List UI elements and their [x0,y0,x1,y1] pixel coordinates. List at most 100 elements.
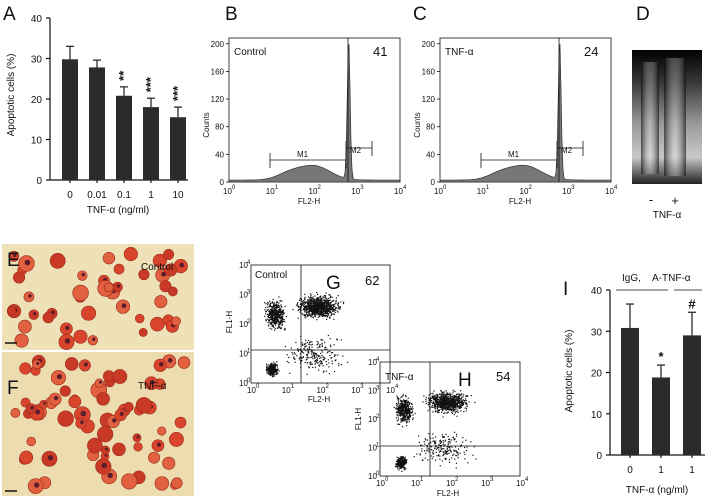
scatter-dot [310,299,312,301]
scatter-dot [457,411,459,413]
scatter-dot [309,296,312,298]
scatter-dot [305,359,307,361]
scatter-dot [466,395,468,397]
scatter-dot [330,352,332,354]
panel-h-frame [379,361,521,477]
cell [168,432,184,447]
bar [143,107,159,180]
scatter-dot [274,307,276,310]
scatter-dot [447,408,449,411]
scatter-dot [441,396,443,399]
scatter-dot [448,438,451,440]
scatter-dot [446,406,449,408]
scatter-dot [401,418,403,420]
scatter-dot [465,410,467,412]
scatter-dot [439,455,441,457]
scatter-dot [324,348,326,350]
scatter-dot [337,295,339,297]
scatter-dot [427,404,429,406]
scatter-dot [274,304,277,306]
scatter-dot [400,418,402,420]
cell [42,312,54,324]
scatter-dot [428,399,430,402]
scatter-dot [304,307,306,309]
scatter-dot [275,308,277,310]
scatter-dot [280,327,282,329]
panel-h-title: TNF-α [385,372,414,383]
gel-lane-minus [641,62,659,174]
cell-nucleus [24,259,31,266]
scatter-dot [276,301,278,303]
scatter-dot [449,401,451,404]
scatter-dot [432,451,434,453]
scatter-dot [442,396,444,398]
scatter-dot [296,304,298,306]
scatter-dot [450,405,452,407]
scatter-dot [299,299,301,301]
scatter-dot [312,302,315,304]
scatter-dot [306,311,308,313]
scatter-dot [269,364,271,366]
scatter-dot [310,303,313,305]
scatter-dot [441,404,443,406]
scatter-dot [265,365,268,367]
scatter-dot [326,305,329,307]
scatter-dot [270,364,272,366]
scatter-dot [462,403,465,405]
scatter-dot [275,364,277,366]
scatter-dot [316,299,318,301]
scatter-dot [319,301,321,304]
scatter-dot [313,355,315,357]
scatter-dot [440,408,442,410]
scatter-dot [282,318,284,320]
scatter-dot [324,308,326,310]
scatter-dot [422,401,424,403]
scatter-dot [327,359,329,361]
scatter-dot [335,309,337,311]
scatter-dot [339,306,341,309]
panel-b-xticks: 10 0 10 1 10 2 10 3 10 4 [223,185,407,196]
scatter-dot [400,403,402,405]
scatter-dot [266,369,269,371]
scatter-dot [275,304,278,306]
scatter-dot [449,407,452,409]
cell [138,328,148,337]
scatter-dot [318,297,320,299]
scatter-dot [410,403,413,405]
scatter-dot [340,301,342,303]
scatter-dot [269,327,271,329]
scatter-dot [456,433,458,435]
scatter-dot [315,305,317,307]
scatter-dot [277,315,279,317]
scatter-dot [308,343,310,345]
scatter-dot [322,306,324,308]
scatter-dot [317,301,319,304]
scatter-dot [449,394,452,396]
scatter-dot [426,447,428,449]
scatter-dot [451,399,454,402]
scatter-dot [323,358,325,360]
scatter-dot [395,463,397,465]
panel-b-value: 41 [373,44,387,59]
scatter-dot [436,455,438,457]
scatter-dot [432,394,434,396]
scatter-dot [308,339,310,342]
scatter-dot [306,348,309,350]
scatter-dot [298,309,300,311]
scatter-dot [329,294,331,296]
scatter-dot [446,403,448,405]
scatter-dot [316,310,319,313]
scatter-dot [335,302,337,305]
scatter-dot [400,415,402,417]
scatter-dot [400,404,402,406]
scatter-dot [297,317,299,319]
scatter-dot [324,296,326,298]
scatter-dot [301,360,303,362]
scatter-dot [314,315,316,317]
scatter-dot [403,414,405,416]
scatter-dot [271,307,273,309]
scatter-dot [397,468,399,470]
scatter-dot [439,401,441,404]
